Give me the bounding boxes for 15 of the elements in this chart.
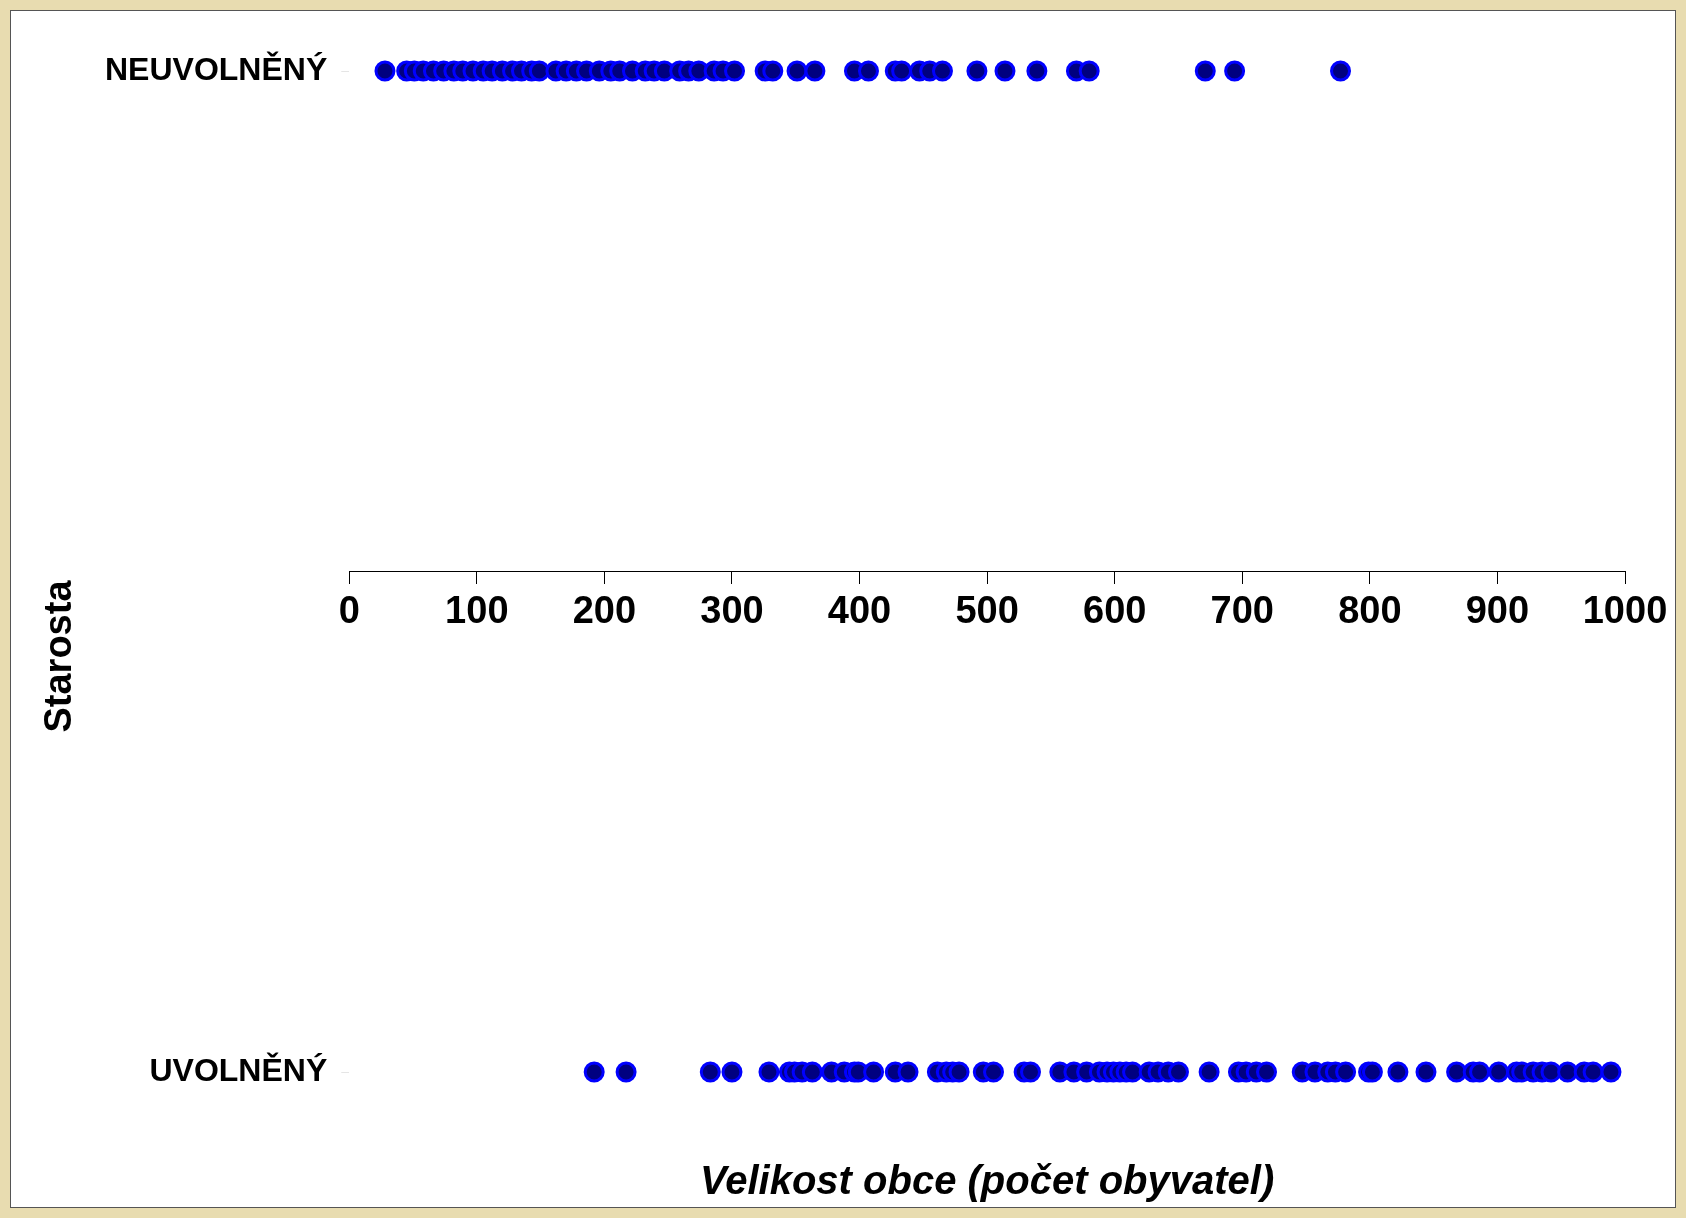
x-tick-label: 0	[338, 588, 360, 631]
x-tick-label: 300	[700, 588, 764, 631]
x-tick-label: 400	[827, 588, 892, 631]
y-axis-title: Starosta	[37, 579, 80, 733]
x-tick-label: 600	[1083, 588, 1147, 631]
x-tick-label: 500	[955, 588, 1019, 631]
x-tick-label: 800	[1338, 588, 1402, 631]
x-tick-label: 900	[1465, 588, 1530, 631]
x-axis-title: Velikost obce (počet obyvatel)	[700, 1158, 1275, 1203]
y-tick-label: UVOLNĚNÝ	[149, 1051, 328, 1088]
x-tick-label: 200	[572, 588, 637, 631]
x-tick-label: 1000	[1582, 588, 1668, 631]
x-tick-label: 700	[1210, 588, 1274, 631]
y-tick-label: NEUVOLNĚNÝ	[105, 50, 328, 87]
x-tick-label: 100	[445, 588, 509, 631]
